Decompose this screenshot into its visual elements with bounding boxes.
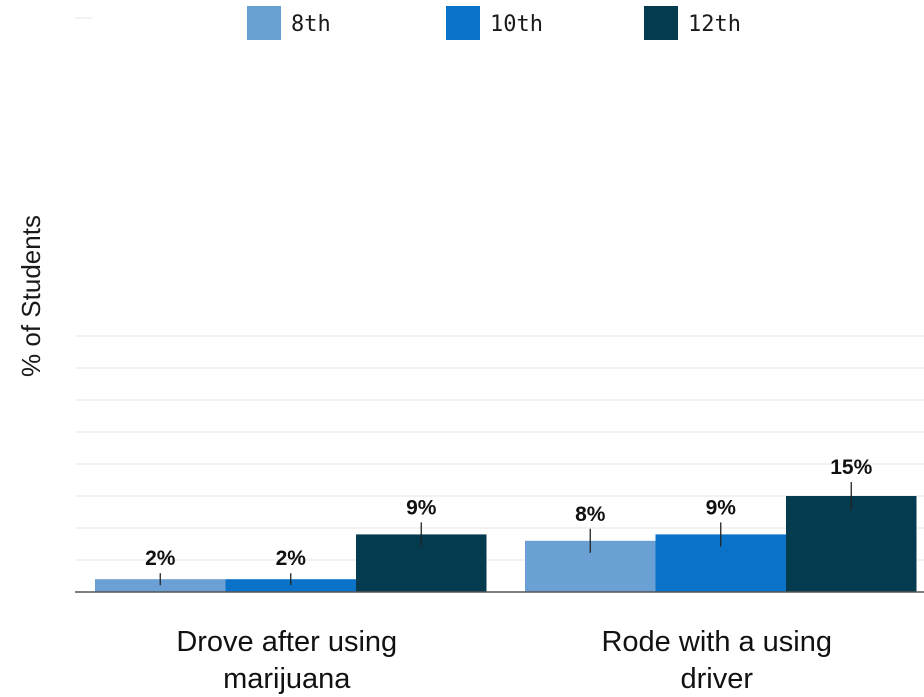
legend-label-8th: 8th — [291, 12, 331, 37]
category-labels: Drove after using marijuana Rode with a us… — [176, 626, 832, 695]
data-label-10th-1: 9% — [706, 496, 737, 519]
data-label-8th-1: 8% — [575, 503, 606, 526]
category-label-0: Drove after using — [176, 626, 397, 658]
category-label-1: driver — [680, 663, 753, 695]
legend-swatch-12th — [644, 6, 678, 40]
legend: 8th 10th 12th — [247, 6, 741, 40]
legend-label-10th: 10th — [490, 12, 543, 37]
bar-8th-0 — [95, 579, 226, 592]
bar-12th-1 — [786, 496, 917, 592]
gridlines — [75, 17, 924, 561]
category-label-1: Rode with a using — [601, 626, 832, 658]
data-label-12th-1: 15% — [830, 456, 872, 479]
category-label-0: marijuana — [223, 663, 351, 695]
data-label-8th-0: 2% — [145, 547, 176, 570]
data-label-10th-0: 2% — [276, 547, 307, 570]
legend-swatch-8th — [247, 6, 281, 40]
bars: 2% 8% 2% 9% 9% 15% — [95, 456, 917, 592]
data-label-12th-0: 9% — [406, 496, 437, 519]
legend-swatch-10th — [446, 6, 480, 40]
legend-label-12th: 12th — [688, 12, 741, 37]
bar-10th-0 — [225, 579, 356, 592]
y-axis-label: % of Students — [16, 215, 46, 377]
